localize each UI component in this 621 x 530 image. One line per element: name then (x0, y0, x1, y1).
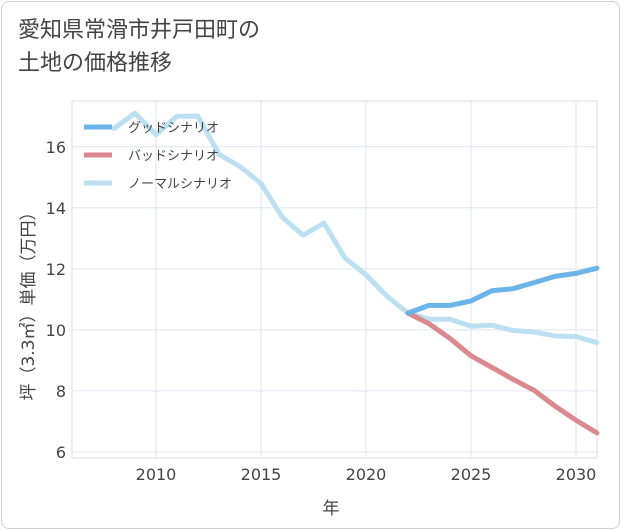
y-tick-label: 8 (56, 382, 66, 401)
y-tick-label: 10 (46, 321, 66, 340)
series-line-2 (405, 310, 600, 436)
legend-label: バッドシナリオ (128, 149, 219, 164)
series-line-1 (405, 265, 600, 316)
x-tick-label: 2015 (241, 465, 282, 484)
x-axis-title: 年 (323, 499, 340, 519)
y-axis-title: 坪（3.3㎡）単価（万円） (19, 203, 39, 400)
x-tick-label: 2025 (451, 465, 492, 484)
plot-border (71, 100, 598, 459)
x-tick-label: 2010 (136, 465, 177, 484)
x-tick-label: 2020 (346, 465, 387, 484)
x-tick-labels: 2010 2015 2020 2025 2030 (136, 465, 597, 484)
series-layer (111, 110, 600, 436)
title-line-1: 愛知県常滑市井戸田町の (18, 18, 261, 43)
y-tick-label: 6 (56, 443, 66, 462)
y-tick-labels: 6 8 10 12 14 16 (46, 138, 66, 462)
y-tick-label: 16 (46, 138, 66, 157)
legend-label: グッドシナリオ (128, 121, 219, 136)
legend-label: ノーマルシナリオ (128, 177, 232, 192)
y-tick-label: 12 (46, 260, 66, 279)
y-tick-label: 14 (46, 199, 66, 218)
chart-title: 愛知県常滑市井戸田町の 土地の価格推移 (18, 14, 260, 80)
series-line-3 (111, 110, 600, 346)
title-line-2: 土地の価格推移 (18, 51, 173, 76)
x-tick-label: 2030 (556, 465, 597, 484)
